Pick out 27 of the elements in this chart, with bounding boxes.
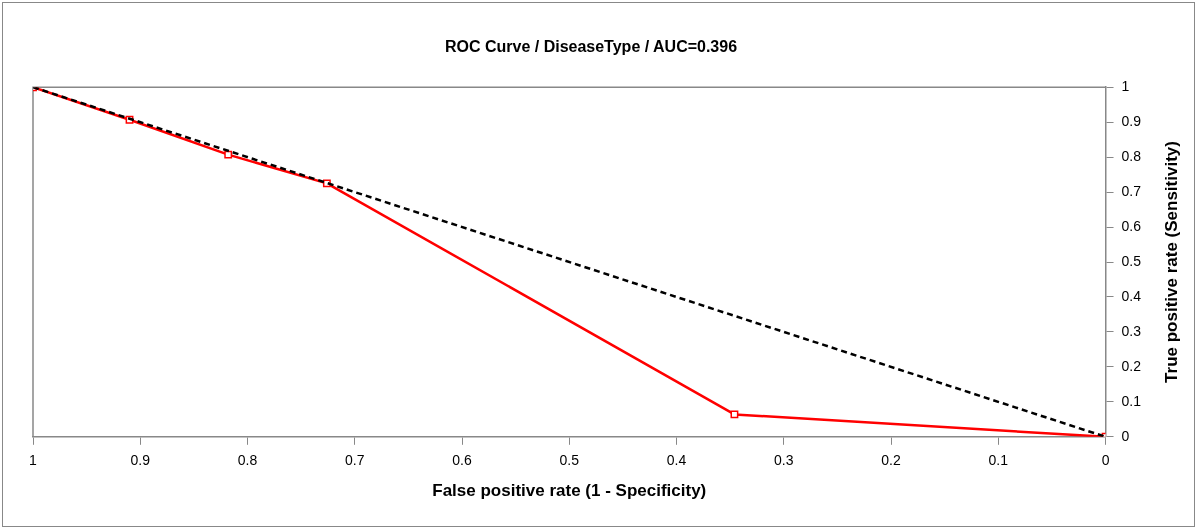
y-tick-label: 0.2 [1121, 357, 1142, 374]
x-tick-label: 0.2 [881, 452, 901, 469]
x-tick-label: 0.1 [988, 452, 1009, 469]
x-tick-label: 0 [1101, 452, 1110, 469]
y-tick-label: 0.6 [1121, 217, 1142, 234]
x-tick-label: 0.3 [774, 452, 794, 469]
chart-title: ROC Curve / DiseaseType / AUC=0.396 [444, 38, 738, 56]
y-tick-label: 0.1 [1121, 392, 1142, 409]
y-tick-label: 0.5 [1121, 252, 1142, 269]
x-tick-label: 0.5 [559, 452, 580, 469]
point [730, 410, 739, 419]
y-axis-title: True positive rate (Sensitivity) [1161, 141, 1181, 383]
x-axis-title: False positive rate (1 - Specificity) [432, 481, 707, 501]
y-tick-label: 0.3 [1121, 322, 1142, 339]
x-tick-label: 1 [29, 452, 38, 469]
point [224, 150, 233, 159]
x-tick-label: 0.6 [452, 452, 472, 469]
y-tick-label: 0.8 [1121, 147, 1142, 164]
x-tick-label: 0.9 [130, 452, 151, 469]
y-tick-label: 0.7 [1121, 182, 1142, 199]
y-tick-label: 0.9 [1121, 113, 1142, 130]
x-tick-label: 0.7 [345, 452, 365, 469]
x-tick-label: 0.4 [666, 452, 687, 469]
y-tick-label: 1 [1121, 78, 1130, 95]
y-tick-label: 0 [1121, 427, 1130, 444]
x-tick-label: 0.8 [237, 452, 258, 469]
y-tick-label: 0.4 [1121, 287, 1142, 304]
